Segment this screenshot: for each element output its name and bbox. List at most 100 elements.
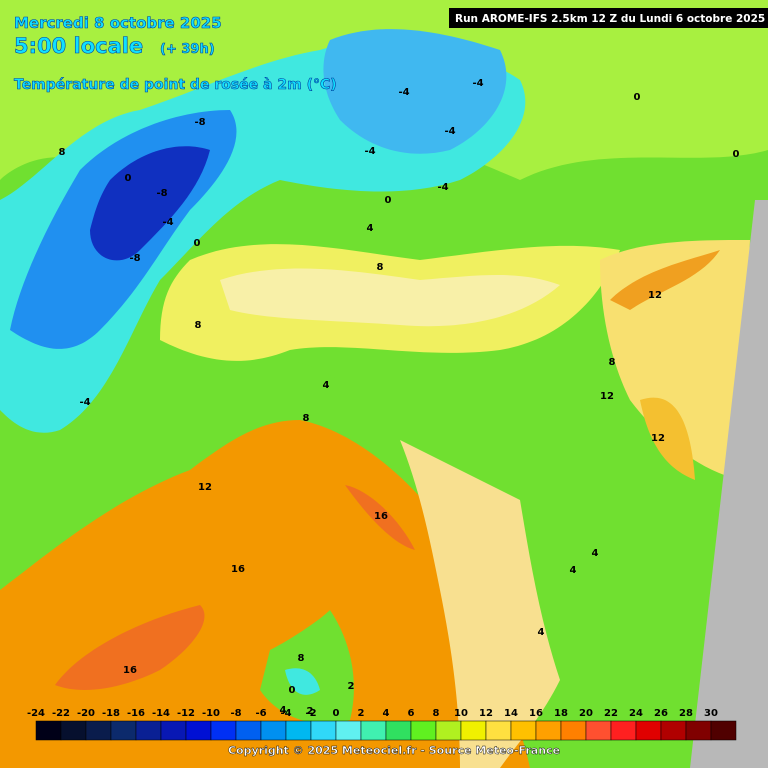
colorbar-tick-label: -20 bbox=[77, 708, 95, 719]
contour-label: -4 bbox=[444, 126, 455, 137]
colorbar-tick-label: 24 bbox=[629, 708, 643, 719]
contour-label: -8 bbox=[156, 188, 167, 199]
field: Température de point de rosée à 2m (°C) bbox=[14, 77, 337, 93]
contour-label: 12 bbox=[651, 433, 665, 444]
contour-label: 4 bbox=[592, 548, 599, 559]
contour-label: 2 bbox=[348, 681, 355, 692]
color-swatch bbox=[635, 720, 662, 741]
color-swatch bbox=[585, 720, 612, 741]
colorbar-tick-label: -24 bbox=[27, 708, 45, 719]
contour-label: 0 bbox=[194, 238, 201, 249]
lead: (+ 39h) bbox=[160, 42, 215, 57]
colorbar-tick-label: -22 bbox=[52, 708, 70, 719]
contour-label: 16 bbox=[231, 564, 245, 575]
contour-label: 8 bbox=[59, 147, 66, 158]
run: Run AROME-IFS 2.5km 12 Z du Lundi 6 octo… bbox=[455, 13, 765, 25]
warm-patch-west bbox=[55, 605, 205, 690]
color-swatch bbox=[335, 720, 362, 741]
contour-label: -4 bbox=[162, 217, 173, 228]
time: 5:00 locale bbox=[14, 34, 143, 58]
contour-label: 12 bbox=[198, 482, 212, 493]
contour-label: -8 bbox=[194, 117, 205, 128]
colorbar-tick-label: 28 bbox=[679, 708, 693, 719]
run-box bbox=[449, 8, 768, 28]
colorbar-tick-label: -18 bbox=[102, 708, 120, 719]
colorbar-tick-label: -2 bbox=[305, 708, 316, 719]
color-swatch bbox=[360, 720, 387, 741]
colorbar-tick-label: 0 bbox=[333, 708, 340, 719]
color-swatch bbox=[160, 720, 187, 741]
color-swatch bbox=[310, 720, 337, 741]
contour-label: 0 bbox=[634, 92, 641, 103]
colorbar-tick-label: -14 bbox=[152, 708, 170, 719]
contour-label: 0 bbox=[125, 173, 132, 184]
color-swatch bbox=[85, 720, 112, 741]
contour-label: 0 bbox=[733, 149, 740, 160]
color-swatch bbox=[385, 720, 412, 741]
contour-label: 4 bbox=[280, 705, 287, 716]
color-swatch bbox=[185, 720, 212, 741]
color-swatch bbox=[260, 720, 287, 741]
colorbar-tick-label: 6 bbox=[408, 708, 415, 719]
colorbar-tick-label: 12 bbox=[479, 708, 493, 719]
contour-label: 2 bbox=[307, 706, 314, 717]
color-swatch bbox=[285, 720, 312, 741]
color-swatch bbox=[35, 720, 62, 741]
contour-label: -4 bbox=[364, 146, 375, 157]
colorbar-tick-label: 20 bbox=[579, 708, 593, 719]
contour-label: 8 bbox=[377, 262, 384, 273]
colorbar-tick-label: -6 bbox=[255, 708, 266, 719]
contour-label: 4 bbox=[367, 223, 374, 234]
contour-label: -4 bbox=[398, 87, 409, 98]
adriatic-warm-south bbox=[640, 397, 695, 480]
color-swatch bbox=[60, 720, 87, 741]
alps-cold-core bbox=[90, 146, 210, 261]
colorbar-tick-label: 10 bbox=[454, 708, 468, 719]
contour-label: 4 bbox=[538, 627, 545, 638]
contour-label: 4 bbox=[323, 380, 330, 391]
color-swatch bbox=[710, 720, 737, 741]
colorbar-tick-label: -12 bbox=[177, 708, 195, 719]
contour-labels: 8 -8 0 -8 -4 0 -8 -4 -4 0 -4 -4 -4 0 -4 0 4 8 12 8 4 8 12 12 8 12… bbox=[59, 78, 740, 717]
color-swatch bbox=[685, 720, 712, 741]
contour-label: -4 bbox=[437, 182, 448, 193]
colorbar-tick-label: 8 bbox=[433, 708, 440, 719]
color-swatch bbox=[110, 720, 137, 741]
color-swatch bbox=[485, 720, 512, 741]
colorbar-tick-label: -16 bbox=[127, 708, 145, 719]
contour-label: 8 bbox=[298, 653, 305, 664]
contour-label: -4 bbox=[472, 78, 483, 89]
colorbar-tick-label: 26 bbox=[654, 708, 668, 719]
contour-label: 16 bbox=[123, 665, 137, 676]
contour-label: -4 bbox=[79, 397, 90, 408]
contour-label: 8 bbox=[609, 357, 616, 368]
po-valley-core bbox=[220, 268, 560, 327]
color-swatch bbox=[610, 720, 637, 741]
contour-label: 4 bbox=[570, 565, 577, 576]
color-swatch bbox=[460, 720, 487, 741]
color-swatch bbox=[135, 720, 162, 741]
corsica-high bbox=[285, 668, 320, 695]
corsica bbox=[260, 610, 354, 724]
copyright: Copyright © 2025 Meteociel.fr - Source M… bbox=[228, 744, 560, 757]
colorbar-tick-label: 16 bbox=[529, 708, 543, 719]
date: Mercredi 8 octobre 2025 bbox=[14, 14, 222, 32]
contour-label: 12 bbox=[600, 391, 614, 402]
colorbar: -24 -22 -20 -18 -16 -14 -12 -10 -8 -6 -4 -2 0 2 4 6 8 10 1… bbox=[27, 708, 737, 741]
contour-label: 12 bbox=[648, 290, 662, 301]
contour-label: 16 bbox=[374, 511, 388, 522]
colorbar-tick-label: 18 bbox=[554, 708, 568, 719]
contour-label: 8 bbox=[195, 320, 202, 331]
colorbar-tick-label: 22 bbox=[604, 708, 618, 719]
color-swatch bbox=[560, 720, 587, 741]
contour-label: -8 bbox=[129, 253, 140, 264]
colorbar-tick-label: -4 bbox=[280, 708, 291, 719]
color-swatch bbox=[235, 720, 262, 741]
colorbar-tick-label: 2 bbox=[358, 708, 365, 719]
color-swatch bbox=[210, 720, 237, 741]
apennine-north bbox=[290, 360, 380, 424]
color-swatch bbox=[410, 720, 437, 741]
tuscany bbox=[400, 440, 560, 768]
color-swatch bbox=[660, 720, 687, 741]
contour-label: 8 bbox=[303, 413, 310, 424]
